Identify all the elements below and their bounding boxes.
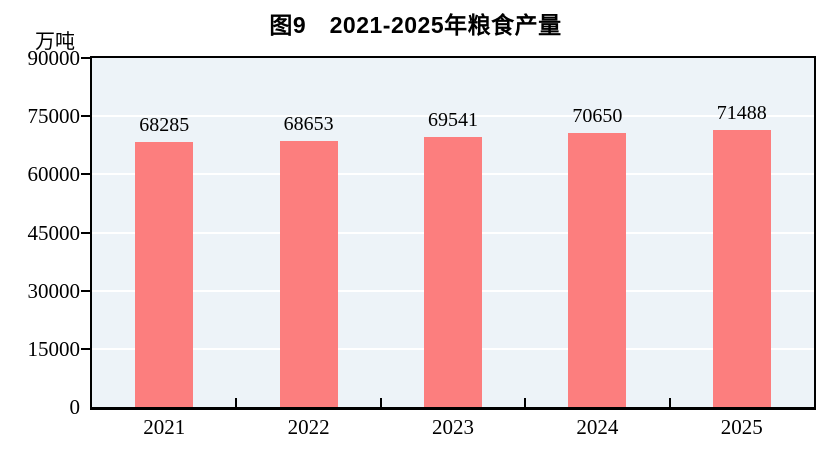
bar-value-label-2024: 70650 — [572, 105, 623, 128]
x-axis-label-2023: 2023 — [432, 415, 474, 439]
y-axis-label-45000: 45000 — [27, 220, 81, 245]
chart-title: 图9 2021-2025年粮食产量 — [269, 12, 562, 38]
y-axis-tick-mark — [81, 347, 92, 350]
gridline-75000 — [92, 115, 814, 118]
y-axis-label-15000: 15000 — [27, 336, 81, 361]
bar-2024 — [568, 133, 627, 407]
x-axis-label-2024: 2024 — [576, 415, 619, 439]
y-axis-tick-mark — [81, 231, 92, 234]
x-axis-label-2022: 2022 — [287, 415, 330, 439]
bar-value-label-2021: 68285 — [139, 114, 190, 137]
x-axis-tick-mark — [379, 398, 382, 407]
y-axis-tick-mark — [81, 57, 92, 59]
x-axis-tick-mark — [235, 398, 238, 407]
bar-value-label-2022: 68653 — [283, 112, 334, 135]
x-axis-label-2021: 2021 — [143, 415, 186, 439]
y-axis-tick-mark — [81, 173, 92, 176]
x-axis-label-2025: 2025 — [720, 415, 763, 439]
y-axis-label-75000: 75000 — [27, 104, 81, 129]
y-axis-label-90000: 90000 — [27, 46, 81, 70]
bar-2023 — [424, 137, 482, 407]
x-axis-tick-mark — [524, 398, 527, 407]
x-axis-tick-mark — [668, 398, 671, 407]
y-axis-label-60000: 60000 — [27, 162, 81, 187]
bar-2022 — [279, 140, 338, 407]
plot-area: 68285 68653 69541 70650 71488 — [90, 56, 816, 410]
bar-value-label-2023: 69541 — [428, 109, 478, 132]
y-axis-label-0: 0 — [69, 395, 81, 419]
bar-2025 — [712, 129, 771, 407]
y-axis-tick-mark — [81, 115, 92, 118]
y-axis-unit-label: 万吨 — [35, 31, 75, 53]
bar-2021 — [135, 142, 194, 407]
y-axis-tick-mark — [81, 289, 92, 292]
bar-value-label-2025: 71488 — [716, 101, 767, 124]
y-axis-label-30000: 30000 — [27, 278, 81, 303]
